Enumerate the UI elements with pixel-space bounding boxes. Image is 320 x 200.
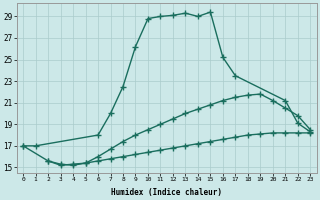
X-axis label: Humidex (Indice chaleur): Humidex (Indice chaleur) — [111, 188, 222, 197]
